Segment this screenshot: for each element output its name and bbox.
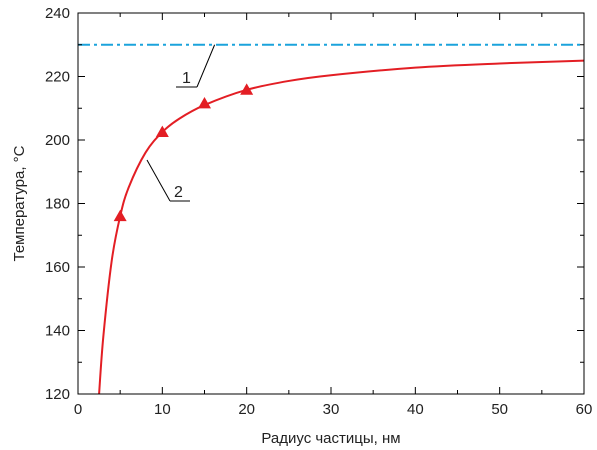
- leader-line-2: [146, 159, 171, 202]
- y-tick-label: 160: [45, 259, 70, 276]
- series-layer: [78, 43, 585, 395]
- x-tick-label: 50: [491, 401, 508, 418]
- plot-frame: [77, 12, 585, 395]
- x-tick-label: 10: [154, 401, 171, 418]
- annotation-label-1: 1: [182, 70, 191, 87]
- leader-line-1: [196, 44, 216, 88]
- annotation-label-2: 2: [174, 184, 183, 201]
- data-point-marker: [198, 96, 211, 109]
- y-tick-label: 240: [45, 5, 70, 22]
- x-tick-label: 0: [74, 401, 82, 418]
- y-tick-label: 140: [45, 323, 70, 340]
- y-axis-title: Температура, °С: [11, 145, 28, 261]
- x-tick-label: 60: [576, 401, 593, 418]
- ticks-layer: 0 10 20 30 40 50 60 120 140 160 180 200 220 240: [45, 5, 592, 418]
- y-tick-label: 120: [45, 386, 70, 403]
- x-tick-label: 40: [407, 401, 424, 418]
- series-line-2: [98, 59, 585, 395]
- data-point-marker: [113, 209, 127, 222]
- x-tick-label: 30: [323, 401, 340, 418]
- x-tick-label: 20: [238, 401, 255, 418]
- data-point-marker: [240, 83, 254, 95]
- data-point-marker: [155, 125, 169, 137]
- y-tick-label: 200: [45, 132, 70, 149]
- y-tick-label: 180: [45, 196, 70, 213]
- annotation-layer: 12: [146, 44, 216, 202]
- y-tick-label: 220: [45, 69, 70, 86]
- x-axis-title: Радиус частицы, нм: [261, 430, 400, 447]
